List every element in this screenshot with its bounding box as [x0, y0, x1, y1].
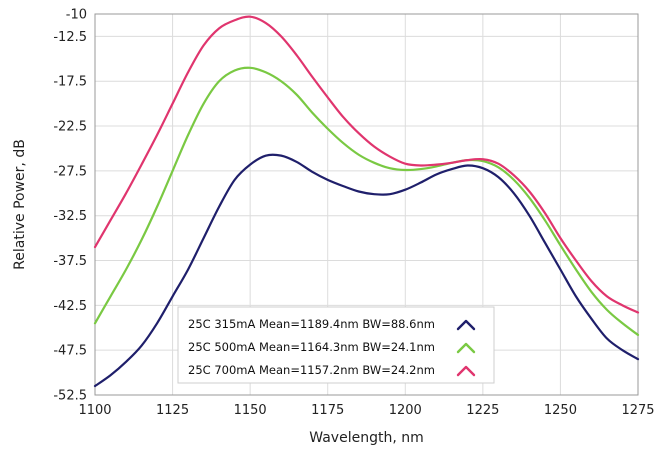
y-axis-ticks: -10 -12.5 -17.5 -22.5 -27.5 -32.5 -37.5 -42.5 -4…: [53, 8, 87, 404]
x-tick-label: 1225: [466, 403, 499, 418]
x-axis-ticks: 1100 1125 1150 1175 1200 1225 1250 1275: [78, 403, 654, 418]
y-tick-label: -27.5: [53, 164, 87, 179]
series-line-3: [93, 15, 640, 314]
y-tick-label: -10: [66, 8, 87, 23]
x-axis-label: Wavelength, nm: [309, 430, 423, 446]
x-tick-label: 1150: [234, 403, 267, 418]
y-tick-label: -17.5: [53, 75, 87, 90]
legend-swatch-1: [456, 319, 476, 331]
y-tick-label: -42.5: [53, 299, 87, 314]
series-line-2: [93, 66, 640, 337]
y-tick-label: -52.5: [53, 389, 87, 404]
x-tick-label: 1125: [156, 403, 189, 418]
legend-swatch-3: [456, 365, 476, 377]
legend-label-2: 25C 500mA Mean=1164.3nm BW=24.1nm: [188, 340, 435, 354]
series-line-1: [93, 153, 640, 388]
x-tick-label: 1200: [389, 403, 422, 418]
x-tick-label: 1100: [78, 403, 111, 418]
x-tick-label: 1275: [621, 403, 654, 418]
plot-frame: [94, 13, 639, 396]
y-tick-label: -32.5: [53, 209, 87, 224]
legend-label-3: 25C 700mA Mean=1157.2nm BW=24.2nm: [188, 363, 435, 377]
x-tick-label: 1250: [544, 403, 577, 418]
y-tick-label: -47.5: [53, 344, 87, 359]
legend-box: [177, 306, 495, 384]
series-group: [93, 15, 640, 388]
legend: 25C 315mA Mean=1189.4nm BW=88.6nm 25C 500…: [177, 306, 495, 384]
y-tick-label: -37.5: [53, 254, 87, 269]
y-axis-label: Relative Power, dB: [12, 139, 28, 270]
legend-swatch-2: [456, 342, 476, 354]
y-tick-label: -12.5: [53, 30, 87, 45]
y-tick-label: -22.5: [53, 120, 87, 135]
legend-label-1: 25C 315mA Mean=1189.4nm BW=88.6nm: [188, 317, 435, 331]
x-tick-label: 1175: [311, 403, 344, 418]
